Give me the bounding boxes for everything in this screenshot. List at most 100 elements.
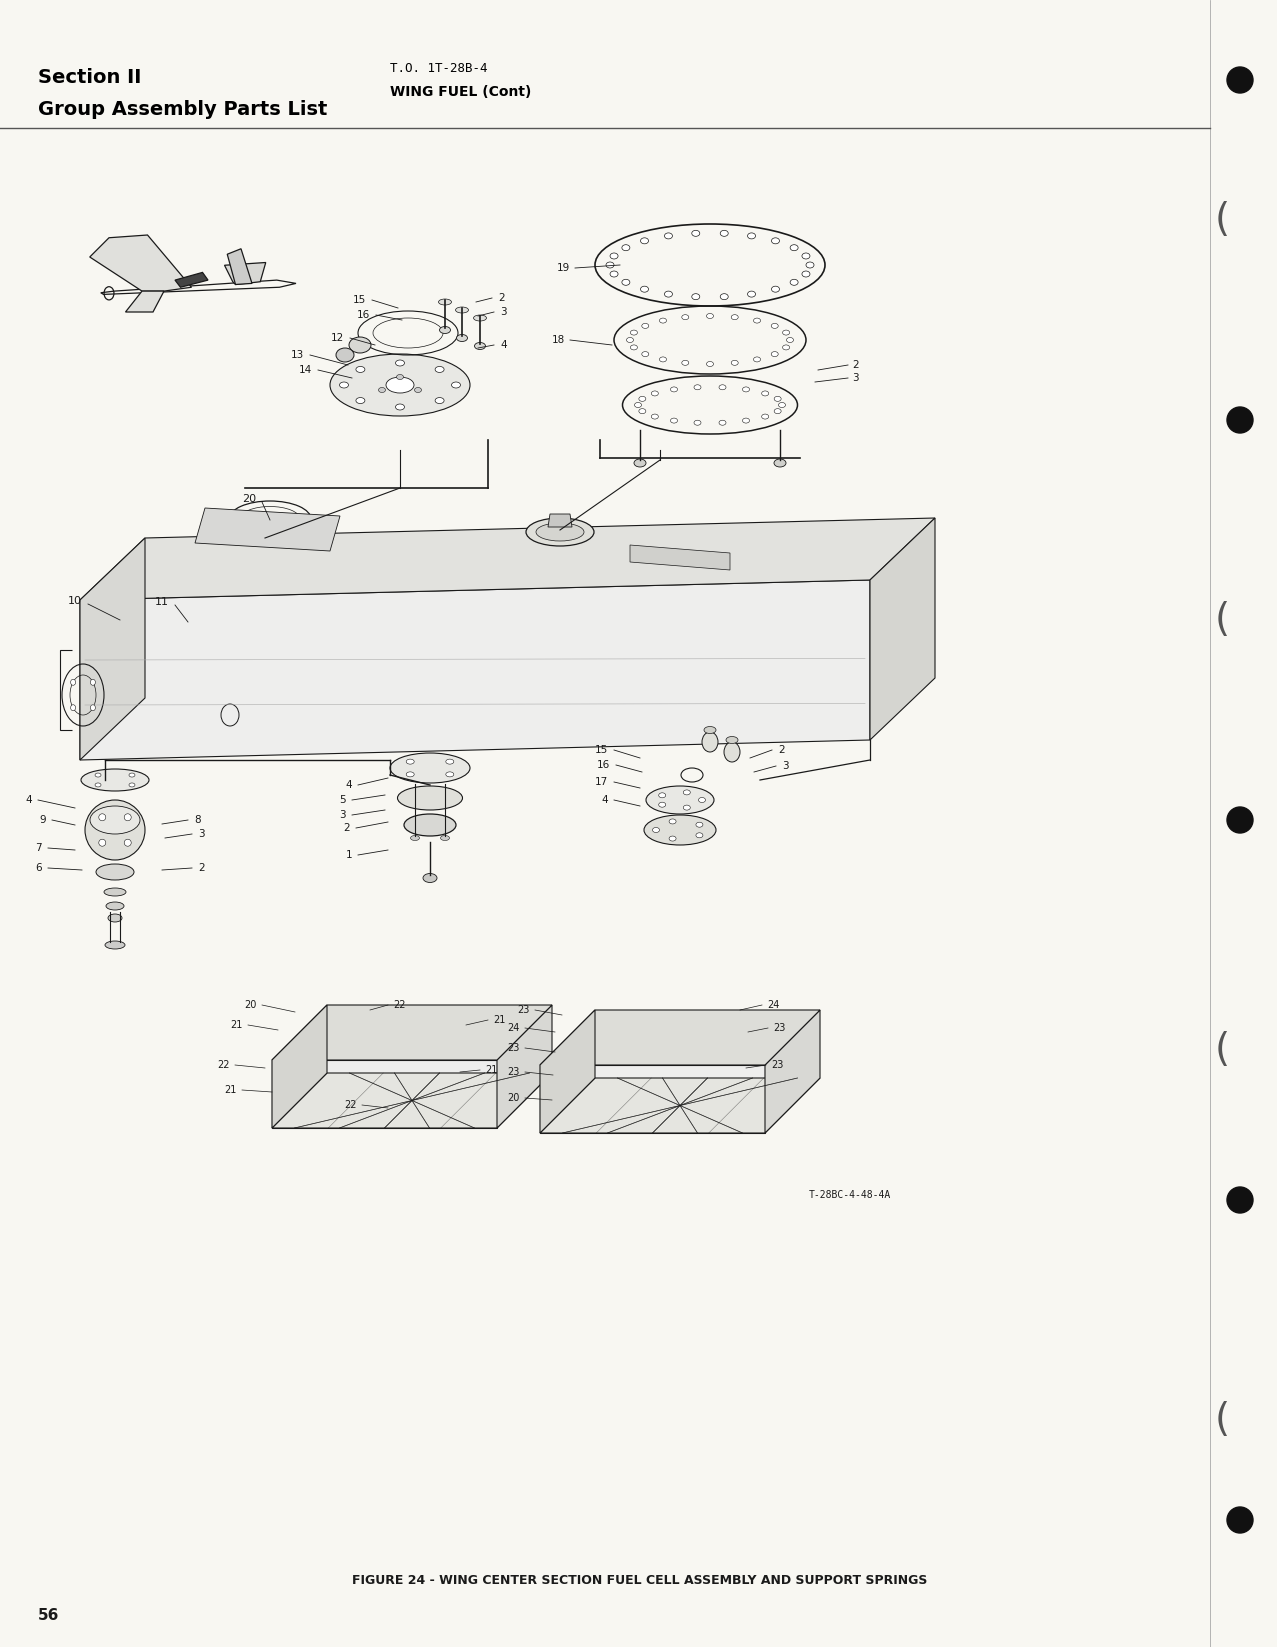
Ellipse shape — [406, 772, 414, 777]
Text: 2: 2 — [852, 361, 858, 371]
Text: 11: 11 — [155, 596, 169, 608]
Ellipse shape — [699, 797, 705, 802]
Circle shape — [1227, 1187, 1253, 1212]
Ellipse shape — [771, 351, 778, 357]
Ellipse shape — [446, 759, 453, 764]
Ellipse shape — [98, 814, 106, 820]
Ellipse shape — [719, 420, 727, 425]
Ellipse shape — [474, 315, 487, 321]
Text: 2: 2 — [344, 824, 350, 833]
Ellipse shape — [702, 731, 718, 753]
Ellipse shape — [753, 318, 761, 323]
Ellipse shape — [610, 254, 618, 259]
Text: 7: 7 — [36, 843, 42, 853]
Polygon shape — [548, 514, 572, 527]
Ellipse shape — [727, 736, 738, 743]
Ellipse shape — [70, 705, 75, 712]
Circle shape — [1227, 407, 1253, 433]
Ellipse shape — [774, 397, 782, 402]
Ellipse shape — [94, 782, 101, 787]
Ellipse shape — [356, 366, 365, 372]
Polygon shape — [540, 1010, 820, 1066]
Ellipse shape — [70, 679, 75, 685]
Ellipse shape — [692, 231, 700, 236]
Ellipse shape — [423, 873, 437, 883]
Text: 10: 10 — [68, 596, 82, 606]
Ellipse shape — [452, 382, 461, 389]
Ellipse shape — [742, 418, 750, 423]
Ellipse shape — [404, 814, 456, 837]
Text: 24: 24 — [508, 1023, 520, 1033]
Text: 21: 21 — [225, 1085, 238, 1095]
Text: 4: 4 — [26, 796, 32, 805]
Ellipse shape — [693, 420, 701, 425]
Ellipse shape — [724, 743, 739, 763]
Ellipse shape — [91, 679, 96, 685]
Text: (: ( — [1214, 1402, 1230, 1439]
Text: 3: 3 — [782, 761, 789, 771]
Text: Group Assembly Parts List: Group Assembly Parts List — [38, 100, 327, 119]
Text: FIGURE 24 - WING CENTER SECTION FUEL CELL ASSEMBLY AND SUPPORT SPRINGS: FIGURE 24 - WING CENTER SECTION FUEL CEL… — [352, 1573, 927, 1586]
Polygon shape — [765, 1010, 820, 1133]
Ellipse shape — [683, 805, 691, 810]
Ellipse shape — [103, 888, 126, 896]
Ellipse shape — [91, 705, 96, 712]
Ellipse shape — [526, 519, 594, 547]
Ellipse shape — [456, 334, 467, 341]
Ellipse shape — [446, 772, 453, 777]
Text: 4: 4 — [601, 796, 608, 805]
Ellipse shape — [761, 390, 769, 395]
Ellipse shape — [670, 418, 678, 423]
Text: (: ( — [1214, 1031, 1230, 1069]
Text: 2: 2 — [778, 744, 784, 754]
Polygon shape — [870, 519, 935, 740]
Ellipse shape — [779, 402, 785, 407]
Ellipse shape — [771, 323, 778, 328]
Text: 3: 3 — [852, 372, 858, 384]
Text: 20: 20 — [241, 494, 255, 504]
Ellipse shape — [790, 245, 798, 250]
Ellipse shape — [806, 262, 813, 268]
Ellipse shape — [438, 300, 452, 305]
Ellipse shape — [659, 792, 665, 797]
Text: 4: 4 — [345, 781, 352, 791]
Ellipse shape — [670, 387, 678, 392]
Ellipse shape — [641, 287, 649, 292]
Ellipse shape — [683, 791, 691, 796]
Ellipse shape — [664, 232, 673, 239]
Text: 18: 18 — [552, 334, 564, 344]
Text: 20: 20 — [508, 1094, 520, 1103]
Ellipse shape — [329, 354, 470, 417]
Ellipse shape — [622, 245, 630, 250]
Text: Section II: Section II — [38, 68, 142, 87]
Ellipse shape — [386, 377, 414, 394]
Ellipse shape — [631, 329, 637, 334]
Ellipse shape — [129, 772, 135, 777]
Ellipse shape — [124, 840, 132, 847]
Text: 2: 2 — [198, 863, 204, 873]
Ellipse shape — [753, 357, 761, 362]
Text: 4: 4 — [501, 339, 507, 351]
Ellipse shape — [89, 805, 140, 833]
Ellipse shape — [720, 231, 728, 236]
Ellipse shape — [536, 524, 584, 540]
Ellipse shape — [774, 408, 782, 413]
Ellipse shape — [706, 313, 714, 318]
Ellipse shape — [129, 782, 135, 787]
Text: 23: 23 — [508, 1043, 520, 1052]
Polygon shape — [497, 1005, 552, 1128]
Text: 12: 12 — [331, 333, 344, 343]
Text: 2: 2 — [498, 293, 504, 303]
Ellipse shape — [659, 318, 667, 323]
Ellipse shape — [774, 460, 787, 468]
Circle shape — [1227, 1507, 1253, 1533]
Text: 15: 15 — [595, 744, 608, 754]
Ellipse shape — [106, 903, 124, 911]
Ellipse shape — [607, 262, 614, 268]
Text: 23: 23 — [517, 1005, 530, 1015]
Text: WING FUEL (Cont): WING FUEL (Cont) — [389, 86, 531, 99]
Ellipse shape — [435, 366, 444, 372]
Text: 1: 1 — [345, 850, 352, 860]
Ellipse shape — [771, 287, 779, 292]
Ellipse shape — [771, 237, 779, 244]
